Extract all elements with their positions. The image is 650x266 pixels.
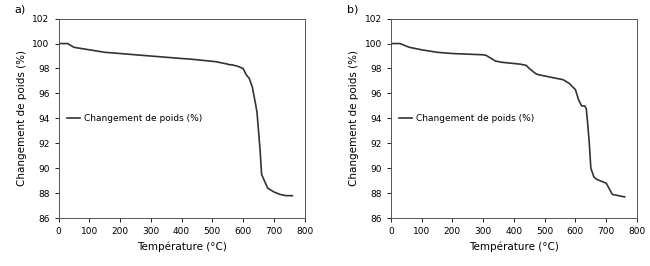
Changement de poids (%) — [486, 56, 493, 59]
Changement de poids (%) — [162, 56, 170, 59]
Changement de poids (%) — [131, 53, 139, 56]
Changement de poids (%) — [547, 76, 554, 79]
Changement de poids (%) — [147, 55, 155, 58]
Changement de poids (%) — [187, 57, 195, 61]
Changement de poids (%) — [177, 57, 185, 60]
Changement de poids (%) — [519, 63, 527, 66]
Text: b): b) — [346, 5, 358, 15]
Changement de poids (%) — [433, 51, 441, 54]
Changement de poids (%) — [246, 77, 254, 80]
Changement de poids (%) — [227, 63, 235, 66]
Changement de poids (%) — [464, 53, 472, 56]
Changement de poids (%) — [566, 82, 573, 85]
Changement de poids (%) — [586, 142, 593, 145]
Changement de poids (%) — [85, 48, 93, 51]
Changement de poids (%) — [603, 182, 610, 185]
Legend: Changement de poids (%): Changement de poids (%) — [395, 110, 538, 126]
Changement de poids (%) — [221, 62, 229, 65]
Changement de poids (%) — [482, 54, 490, 57]
Text: a): a) — [14, 5, 25, 15]
Changement de poids (%) — [218, 61, 226, 64]
Changement de poids (%) — [387, 42, 395, 45]
Changement de poids (%) — [55, 42, 62, 45]
Line: Changement de poids (%): Changement de poids (%) — [58, 44, 292, 196]
Changement de poids (%) — [528, 69, 536, 73]
Changement de poids (%) — [289, 194, 296, 197]
Changement de poids (%) — [575, 98, 582, 101]
Changement de poids (%) — [255, 129, 263, 132]
Changement de poids (%) — [64, 42, 72, 45]
Changement de poids (%) — [550, 76, 558, 80]
Legend: Changement de poids (%): Changement de poids (%) — [63, 110, 205, 126]
Changement de poids (%) — [596, 179, 604, 182]
Changement de poids (%) — [193, 58, 201, 61]
Changement de poids (%) — [593, 178, 601, 181]
Changement de poids (%) — [491, 59, 499, 63]
Changement de poids (%) — [479, 53, 487, 56]
Y-axis label: Changement de poids (%): Changement de poids (%) — [349, 50, 359, 186]
Changement de poids (%) — [228, 63, 236, 66]
Changement de poids (%) — [581, 104, 589, 107]
Changement de poids (%) — [282, 194, 290, 197]
Changement de poids (%) — [199, 59, 207, 62]
Changement de poids (%) — [242, 73, 250, 76]
Changement de poids (%) — [226, 63, 233, 66]
Changement de poids (%) — [257, 173, 265, 176]
Changement de poids (%) — [233, 64, 241, 68]
Changement de poids (%) — [248, 86, 256, 89]
Changement de poids (%) — [214, 61, 222, 64]
Line: Changement de poids (%): Changement de poids (%) — [391, 44, 625, 197]
Changement de poids (%) — [236, 66, 244, 69]
Changement de poids (%) — [239, 67, 247, 70]
Changement de poids (%) — [101, 51, 109, 54]
Changement de poids (%) — [448, 52, 456, 55]
Changement de poids (%) — [571, 88, 579, 91]
X-axis label: Température (°C): Température (°C) — [136, 242, 226, 252]
Y-axis label: Changement de poids (%): Changement de poids (%) — [17, 50, 27, 186]
Changement de poids (%) — [230, 64, 238, 67]
Changement de poids (%) — [70, 46, 78, 49]
Changement de poids (%) — [418, 48, 426, 51]
Changement de poids (%) — [556, 77, 564, 81]
Changement de poids (%) — [541, 74, 549, 78]
Changement de poids (%) — [253, 111, 261, 114]
Changement de poids (%) — [516, 63, 524, 66]
Changement de poids (%) — [587, 167, 595, 170]
Changement de poids (%) — [559, 78, 567, 81]
Changement de poids (%) — [615, 194, 623, 197]
Changement de poids (%) — [396, 42, 404, 45]
X-axis label: Température (°C): Température (°C) — [469, 242, 559, 252]
Changement de poids (%) — [270, 190, 278, 194]
Changement de poids (%) — [590, 175, 598, 178]
Changement de poids (%) — [224, 63, 231, 66]
Changement de poids (%) — [252, 102, 259, 105]
Changement de poids (%) — [621, 195, 629, 198]
Changement de poids (%) — [608, 193, 616, 196]
Changement de poids (%) — [523, 64, 530, 67]
Changement de poids (%) — [495, 60, 502, 63]
Changement de poids (%) — [116, 52, 124, 55]
Changement de poids (%) — [504, 61, 512, 64]
Changement de poids (%) — [553, 77, 561, 80]
Changement de poids (%) — [498, 61, 506, 64]
Changement de poids (%) — [525, 67, 533, 70]
Changement de poids (%) — [264, 186, 272, 190]
Changement de poids (%) — [205, 59, 213, 63]
Changement de poids (%) — [532, 72, 539, 75]
Changement de poids (%) — [584, 123, 592, 126]
Changement de poids (%) — [488, 57, 496, 61]
Changement de poids (%) — [510, 62, 518, 65]
Changement de poids (%) — [406, 46, 413, 49]
Changement de poids (%) — [535, 73, 543, 76]
Changement de poids (%) — [211, 60, 219, 63]
Changement de poids (%) — [256, 148, 264, 151]
Changement de poids (%) — [582, 107, 590, 110]
Changement de poids (%) — [538, 74, 545, 77]
Changement de poids (%) — [276, 193, 284, 196]
Changement de poids (%) — [578, 104, 586, 107]
Changement de poids (%) — [544, 75, 552, 78]
